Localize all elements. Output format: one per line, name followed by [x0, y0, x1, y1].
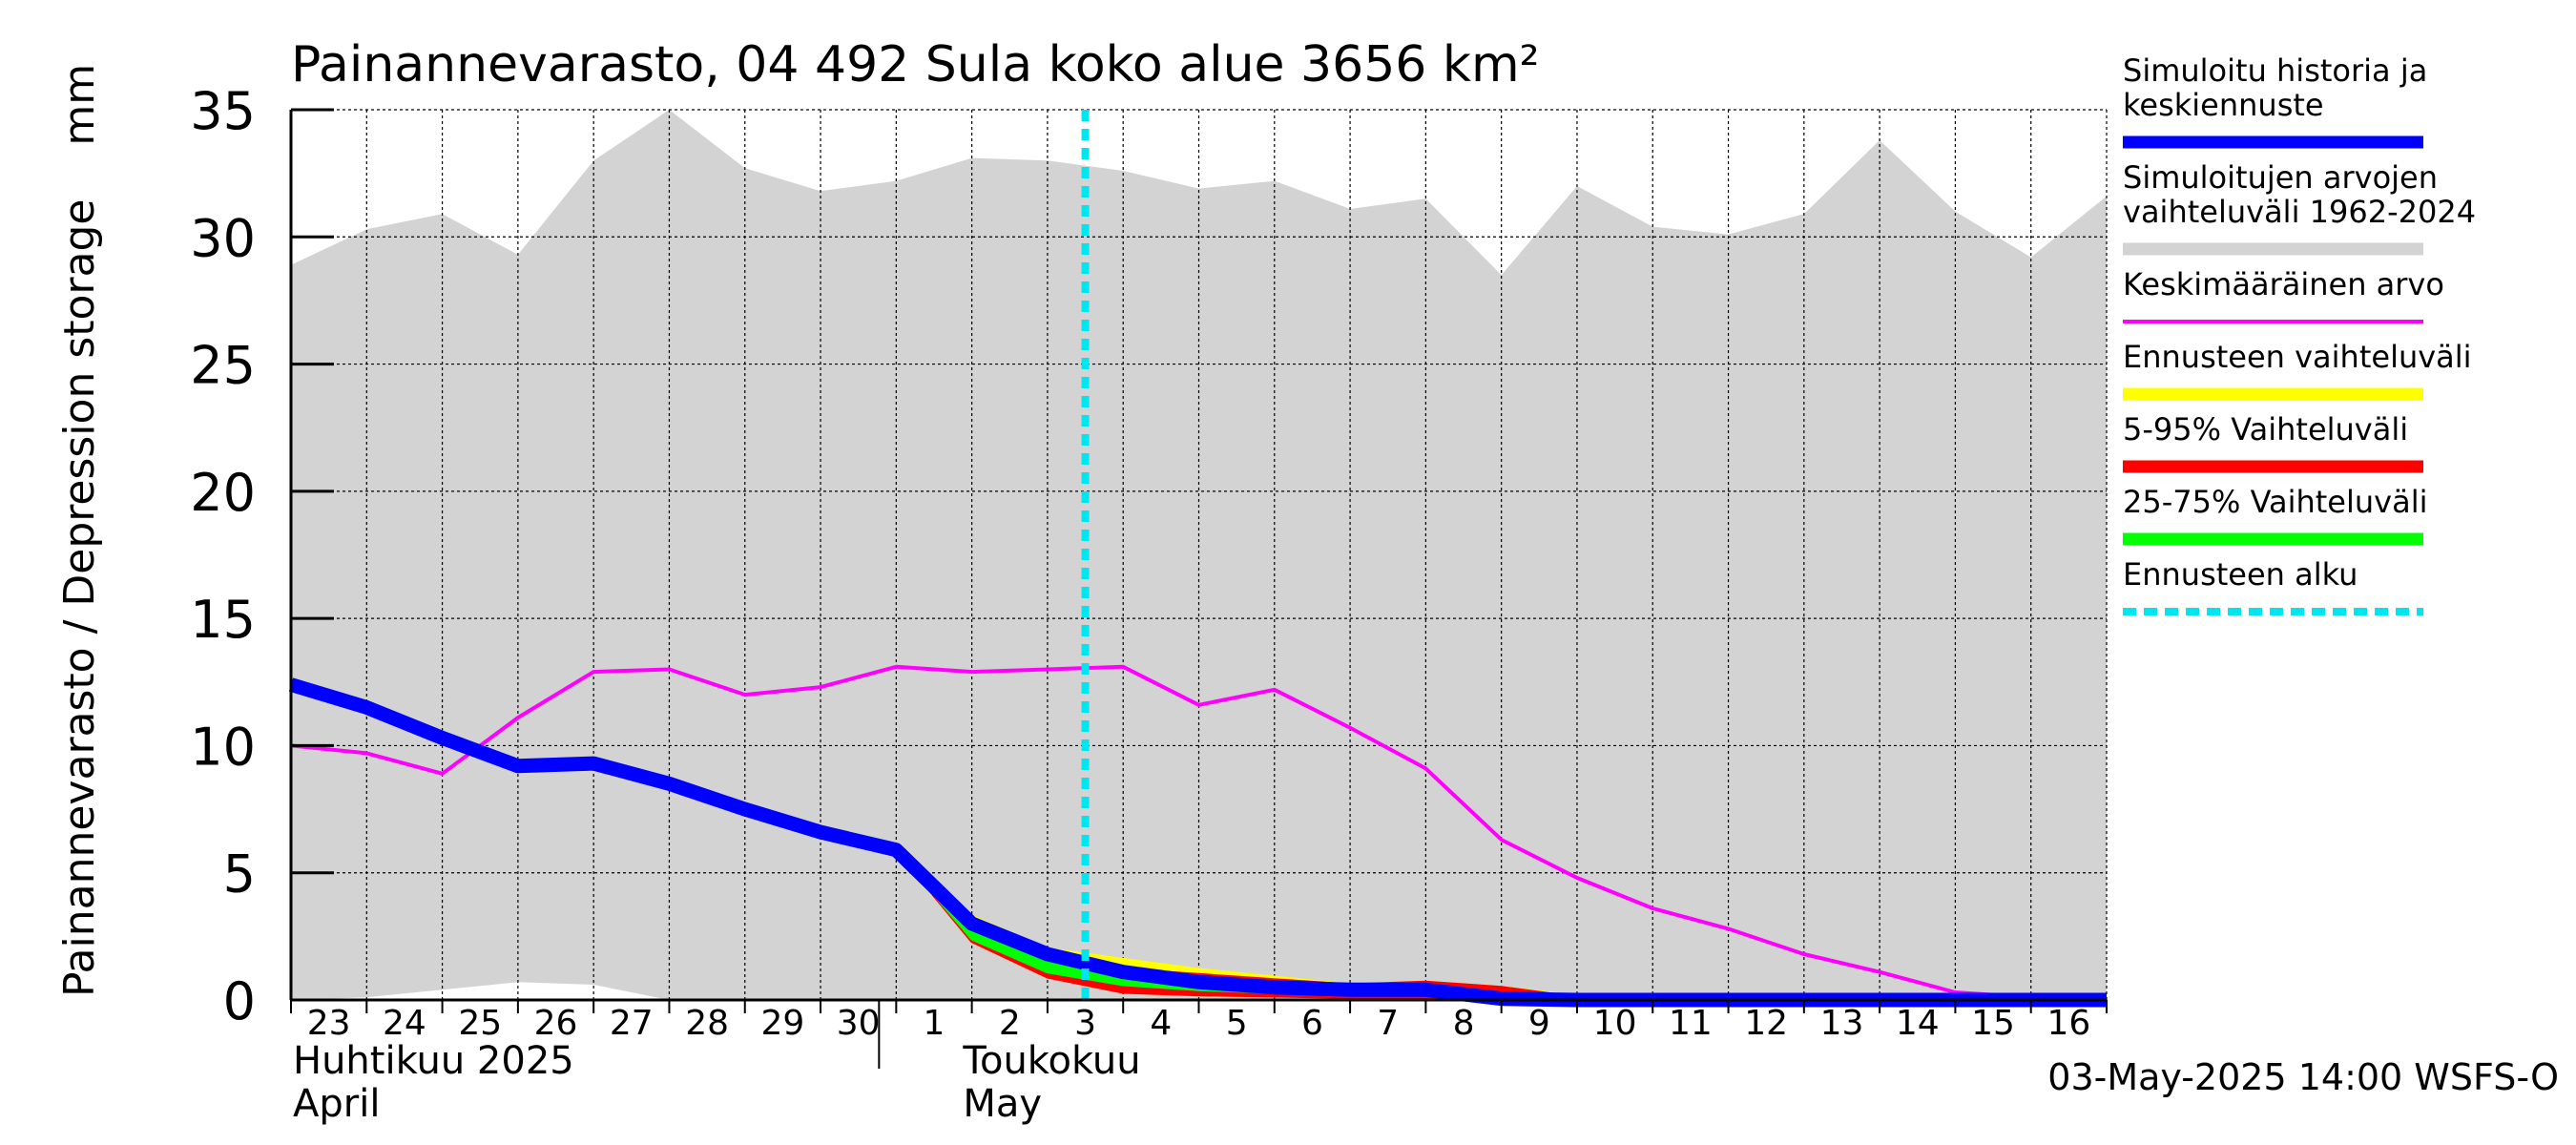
x-tick-label: 29 — [760, 1004, 804, 1043]
x-tick-label: 7 — [1377, 1004, 1399, 1043]
x-tick-label: 16 — [2046, 1004, 2090, 1043]
x-tick-label: 3 — [1074, 1004, 1096, 1043]
footer-timestamp: 03-May-2025 14:00 WSFS-O — [2047, 1056, 2559, 1098]
x-tick-label: 30 — [837, 1004, 881, 1043]
y-tick-label: 15 — [190, 590, 256, 650]
y-tick-label: 0 — [223, 971, 256, 1031]
x-tick-label: 5 — [1226, 1004, 1248, 1043]
x-tick-label: 2 — [999, 1004, 1021, 1043]
legend-label: Ennusteen alku — [2123, 556, 2358, 593]
x-tick-label: 6 — [1301, 1004, 1323, 1043]
legend-label: 5-95% Vaihteluväli — [2123, 411, 2408, 448]
month-label-fi: Toukokuu — [962, 1039, 1140, 1083]
month-label-en: April — [293, 1082, 380, 1126]
x-tick-label: 11 — [1669, 1004, 1713, 1043]
x-tick-label: 24 — [383, 1004, 426, 1043]
y-tick-label: 30 — [190, 208, 256, 268]
x-tick-label: 26 — [534, 1004, 578, 1043]
x-tick-label: 28 — [685, 1004, 729, 1043]
x-tick-label: 27 — [610, 1004, 654, 1043]
x-tick-label: 25 — [458, 1004, 502, 1043]
legend-label: keskiennuste — [2123, 87, 2324, 123]
x-tick-label: 4 — [1150, 1004, 1172, 1043]
y-tick-label: 25 — [190, 336, 256, 396]
x-tick-label: 14 — [1896, 1004, 1940, 1043]
y-tick-label: 5 — [223, 844, 256, 905]
x-tick-label: 15 — [1971, 1004, 2015, 1043]
x-tick-label: 1 — [924, 1004, 945, 1043]
chart-title: Painannevarasto, 04 492 Sula koko alue 3… — [291, 36, 1540, 94]
legend-label: Simuloitu historia ja — [2123, 52, 2427, 89]
legend-label: vaihteluväli 1962-2024 — [2123, 194, 2476, 230]
mean-line — [290, 664, 2107, 1000]
x-tick-label: 23 — [307, 1004, 351, 1043]
historical-range-band — [291, 110, 2107, 1000]
month-label-fi: Huhtikuu 2025 — [293, 1039, 574, 1083]
month-label-en: May — [963, 1082, 1042, 1126]
x-tick-label: 9 — [1528, 1004, 1550, 1043]
y-tick-label: 20 — [190, 463, 256, 523]
legend-label: Keskimääräinen arvo — [2123, 266, 2444, 302]
x-tick-label: 13 — [1820, 1004, 1864, 1043]
y-axis-label: Painannevarasto / Depression storage mm — [55, 64, 104, 997]
legend-label: Ennusteen vaihteluväli — [2123, 339, 2472, 375]
legend-label: 25-75% Vaihteluväli — [2123, 484, 2427, 520]
y-tick-label: 35 — [190, 81, 256, 141]
x-tick-label: 8 — [1453, 1004, 1475, 1043]
legend-label: Simuloitujen arvojen — [2123, 159, 2438, 196]
y-tick-label: 10 — [190, 717, 256, 777]
x-tick-label: 12 — [1744, 1004, 1788, 1043]
x-tick-label: 10 — [1593, 1004, 1637, 1043]
plot-area — [288, 109, 2107, 1008]
